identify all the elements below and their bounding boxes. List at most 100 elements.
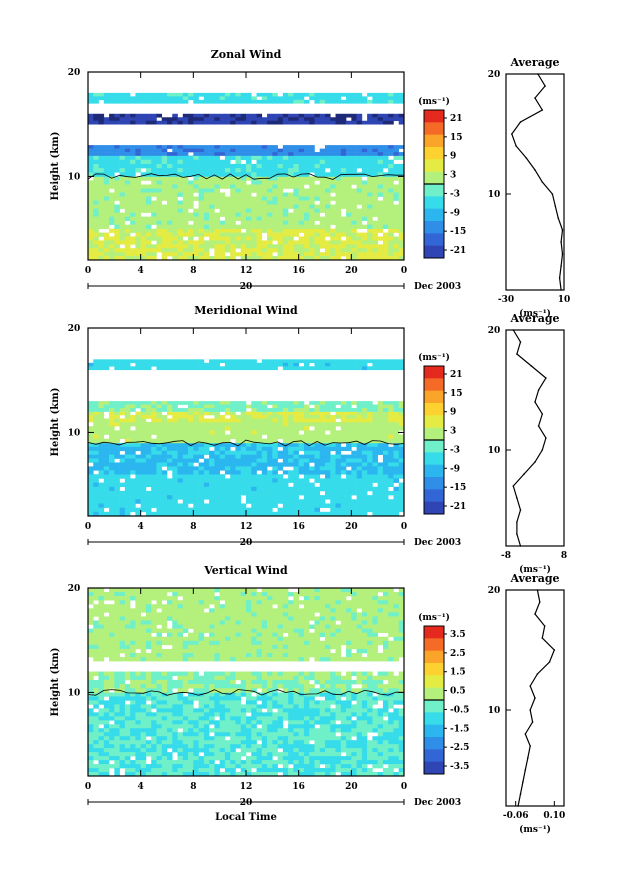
heatmap-cell-3 [114,415,120,419]
heatmap-cell-2 [209,430,215,435]
heatmap-cell-0 [172,503,178,508]
heatmap-cell-0 [277,478,284,483]
heatmap-cell-2 [330,434,336,440]
heatmap-cell-0 [277,236,284,241]
heatmap-cell-1 [109,204,115,209]
heatmap-cell-0 [124,511,131,517]
heatmap-cell-0 [235,474,242,479]
heatmap-cell-5 [298,359,305,364]
heatmap-cell-0 [114,760,120,765]
heatmap-cell-5 [124,99,131,104]
heatmap-cell-1 [272,454,278,459]
heatmap-cell-5 [172,359,178,364]
heatmap-cell-0 [335,724,342,729]
heatmap-cell-1 [140,224,147,229]
heatmap-cell-0 [98,728,105,733]
heatmap-cell-1 [124,442,131,448]
heatmap-cell-1 [377,446,384,452]
heatmap-cell-0 [340,511,347,517]
heatmap-cell-1 [325,176,331,181]
heatmap-cell-1 [267,180,273,185]
heatmap-cell-1 [209,458,215,463]
heatmap-cell-0 [193,744,199,749]
heatmap-cell-3 [293,145,299,149]
heatmap-cell-1 [161,180,168,185]
heatmap-cell-1 [256,180,263,185]
heatmap-cell-0 [277,752,284,757]
heatmap-cell-0 [367,507,373,513]
heatmap-cell-2 [193,172,199,177]
heatmap-cell-3 [135,411,141,416]
heatmap-cell-4 [398,408,405,412]
heatmap-cell-4 [251,408,257,412]
heatmap-cell-0 [224,499,231,504]
heatmap-cell-0 [188,696,194,701]
heatmap-cell-2 [203,426,210,431]
heatmap-cell-4 [382,117,389,122]
heatmap-cell-3 [293,418,299,423]
heatmap-cell-0 [151,236,157,241]
heatmap-cell-2 [367,155,373,161]
heatmap-cell-0 [361,756,368,761]
heatmap-cell-1 [356,470,363,475]
heatmap-cell-3 [203,411,210,416]
heatmap-cell-3 [267,145,273,149]
heatmap-cell-0 [119,712,126,717]
heatmap-cell-0 [140,712,147,717]
heatmap-cell-2 [93,168,99,173]
heatmap-cell-0 [272,256,278,261]
heatmap-cell-1 [340,458,347,463]
heatmap-cell-0 [267,256,273,261]
heatmap-cell-0 [198,704,205,709]
heatmap-cell-0 [167,248,173,253]
heatmap-cell-0 [167,236,173,241]
heatmap-cell-1 [93,446,99,452]
heatmap-cell-0 [177,507,184,513]
heatmap-cell-3 [309,145,315,149]
heatmap-cell-2 [267,430,273,435]
heatmap-cell-0 [303,495,310,500]
heatmap-cell-1 [188,188,194,193]
heatmap-cell-0 [330,256,336,261]
heatmap-cell-0 [325,478,331,483]
heatmap-cell-0 [293,732,299,737]
heatmap-cell-1 [156,224,163,229]
heatmap-cell-0 [246,732,252,737]
heatmap-cell-1 [188,462,194,467]
heatmap-cell-0 [256,708,263,713]
heatmap-cell-0 [282,708,289,713]
heatmap-cell-0 [214,252,220,257]
heatmap-cell-0 [246,511,252,517]
heatmap-cell-4 [267,120,273,125]
heatmap-cell-5 [135,366,141,371]
heatmap-cell-1 [240,180,247,185]
heatmap-cell-1 [88,470,94,475]
heatmap-cell-4 [119,401,126,405]
heatmap-cell-0 [167,744,173,749]
heatmap-cell-0 [388,248,394,253]
heatmap-cell-0 [114,720,120,725]
heatmap-cell-4 [372,120,378,125]
heatmap-cell-0 [130,720,136,725]
heatmap-cell-0 [151,511,157,517]
heatmap-cell-0 [330,236,336,241]
heatmap-cell-1 [367,220,373,225]
heatmap-cell-0 [303,748,310,753]
heatmap-cell-2 [256,426,263,431]
heatmap-cell-0 [388,736,394,741]
heatmap-cell-2 [124,172,131,177]
heatmap-cell-4 [261,401,268,405]
heatmap-cell-0 [177,744,184,749]
heatmap-cell-5 [351,359,357,364]
heatmap-cell-0 [319,495,326,500]
heatmap-cell-0 [103,474,110,479]
heatmap-cell-0 [203,752,210,757]
heatmap-cell-1 [224,458,231,463]
heatmap-cell-0 [198,708,205,713]
heatmap-cell-0 [88,503,94,508]
heatmap-cell-2 [319,168,326,173]
heatmap-cell-0 [109,700,115,705]
heatmap-cell-2 [193,155,199,161]
heatmap-cell-0 [393,486,400,492]
